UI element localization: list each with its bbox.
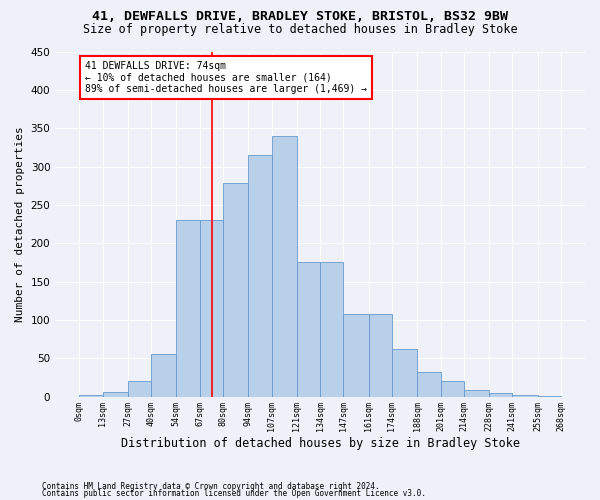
Text: Size of property relative to detached houses in Bradley Stoke: Size of property relative to detached ho…: [83, 22, 517, 36]
Bar: [512, 395, 538, 396]
Bar: [368, 314, 392, 396]
Bar: [297, 262, 320, 396]
Bar: [176, 220, 200, 396]
Bar: [248, 155, 272, 396]
Bar: [151, 354, 176, 397]
Bar: [417, 372, 440, 396]
Text: 41, DEWFALLS DRIVE, BRADLEY STOKE, BRISTOL, BS32 9BW: 41, DEWFALLS DRIVE, BRADLEY STOKE, BRIST…: [92, 10, 508, 23]
Bar: [272, 136, 297, 396]
Text: Contains HM Land Registry data © Crown copyright and database right 2024.: Contains HM Land Registry data © Crown c…: [42, 482, 380, 491]
Bar: [200, 220, 223, 396]
Bar: [79, 395, 103, 396]
Y-axis label: Number of detached properties: Number of detached properties: [15, 126, 25, 322]
Bar: [392, 349, 417, 397]
X-axis label: Distribution of detached houses by size in Bradley Stoke: Distribution of detached houses by size …: [121, 437, 520, 450]
Bar: [464, 390, 489, 396]
Text: 41 DEWFALLS DRIVE: 74sqm
← 10% of detached houses are smaller (164)
89% of semi-: 41 DEWFALLS DRIVE: 74sqm ← 10% of detach…: [85, 60, 367, 94]
Bar: [343, 314, 368, 396]
Bar: [320, 262, 343, 396]
Bar: [128, 381, 151, 396]
Bar: [489, 392, 512, 396]
Bar: [103, 392, 128, 396]
Text: Contains public sector information licensed under the Open Government Licence v3: Contains public sector information licen…: [42, 489, 426, 498]
Bar: [223, 184, 248, 396]
Bar: [440, 381, 464, 396]
